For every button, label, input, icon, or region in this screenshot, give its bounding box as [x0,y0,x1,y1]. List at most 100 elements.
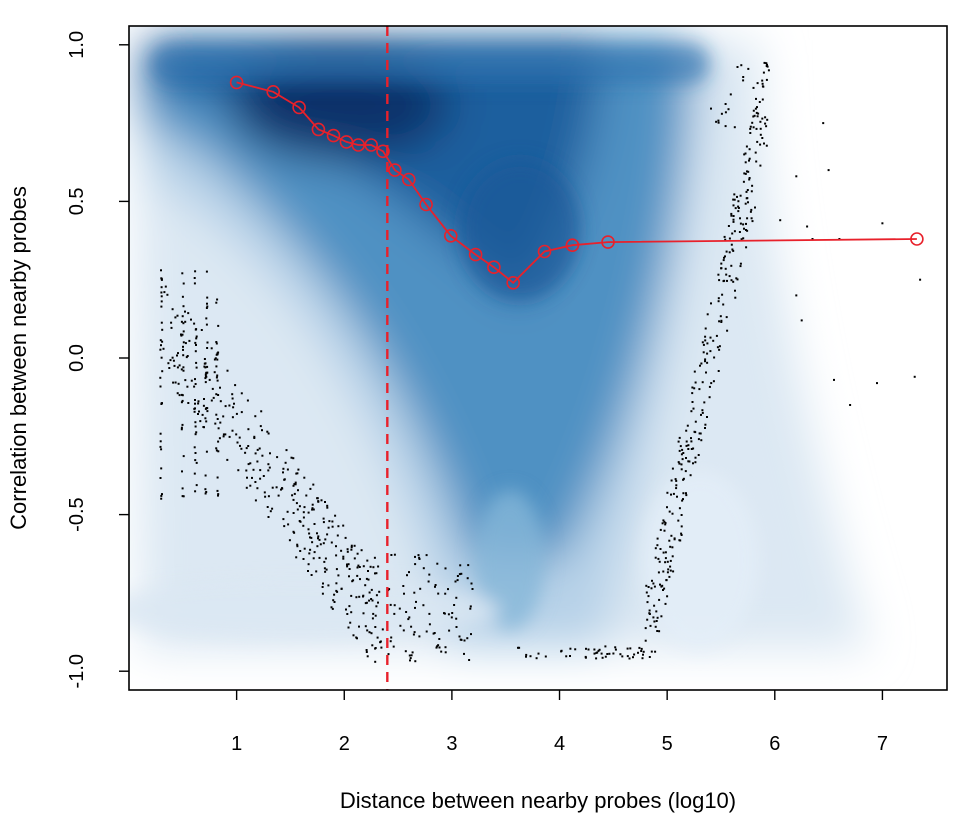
outlier-point [698,388,701,391]
outlier-point [745,190,748,193]
outlier-point [690,410,693,413]
outlier-point [164,285,167,288]
outlier-point [170,321,173,324]
outlier-point [381,628,384,631]
outlier-point [413,591,416,594]
outlier-point [310,536,313,539]
outlier-point [412,633,415,636]
outlier-point [205,450,208,453]
outlier-point [212,396,215,399]
outlier-point [330,606,333,609]
outlier-point [353,544,356,547]
outlier-point [331,607,334,610]
outlier-point [637,651,639,654]
outlier-point [182,282,185,285]
outlier-point [160,321,163,324]
outlier-point [169,359,172,362]
outlier-point [710,107,712,110]
outlier-point [659,528,662,531]
outlier-point [346,563,348,566]
outlier-point [194,425,197,428]
outlier-point [417,554,420,557]
outlier-point [448,629,451,632]
outlier-point [317,537,319,540]
outlier-point [375,594,378,597]
outlier-point [267,516,270,518]
outlier-point [444,651,447,654]
outlier-point [231,416,234,419]
outlier-point [678,507,681,510]
outlier-point [409,657,412,660]
outlier-point [668,510,671,513]
outlier-point [350,548,353,551]
outlier-point [745,246,748,249]
outlier-point [761,98,764,101]
outlier-point [311,503,314,506]
outlier-point [332,599,335,602]
outlier-point [374,660,377,663]
outlier-point [324,570,327,573]
outlier-point [194,402,196,405]
outlier-point [685,444,688,447]
outlier-point [651,579,653,582]
outlier-point [348,605,351,608]
outlier-point [193,446,196,449]
outlier-point [267,495,270,498]
outlier-point [161,402,163,405]
outlier-point [704,335,707,338]
outlier-point [160,300,163,303]
outlier-point [402,629,405,632]
outlier-point [738,231,741,233]
outlier-point [181,295,184,298]
outlier-point [656,630,659,632]
outlier-point [669,569,672,572]
outlier-point [428,612,431,615]
outlier-point [433,632,436,634]
outlier-point [434,585,436,588]
outlier-point [404,650,407,653]
outlier-point [219,421,222,424]
outlier-point [732,220,735,223]
outlier-point [324,501,326,503]
outlier-point [710,382,713,385]
outlier-point [626,655,629,658]
outlier-point [752,86,755,89]
outlier-point [392,645,395,648]
outlier-point [204,417,207,420]
outlier-point [312,483,315,486]
outlier-point [663,529,666,532]
outlier-point [601,656,604,659]
outlier-point [544,655,547,658]
outlier-point [629,647,632,650]
outlier-point [182,495,185,498]
outlier-point [240,447,243,450]
outlier-point [435,646,438,649]
outlier-point [587,648,590,651]
outlier-point [203,398,205,400]
outlier-point [692,447,695,450]
outlier-point [173,364,176,367]
outlier-point [732,215,735,217]
outlier-point [688,460,691,463]
outlier-point [160,497,163,500]
outlier-point [166,293,169,296]
outlier-point [254,415,257,418]
outlier-point [450,616,453,619]
outlier-point [680,468,683,471]
outlier-point [470,582,473,585]
outlier-point [668,539,671,542]
median-point [401,172,416,187]
outlier-point [681,499,684,502]
outlier-point [746,229,749,232]
outlier-point [670,479,673,482]
outlier-point [213,371,216,374]
outlier-point [217,440,220,443]
outlier-point [701,411,704,414]
outlier-point [748,148,751,151]
outlier-point [231,429,234,432]
outlier-point [646,618,649,621]
outlier-point [680,525,683,528]
outlier-point [309,536,311,539]
outlier-point [160,286,163,289]
outlier-point [296,543,299,546]
